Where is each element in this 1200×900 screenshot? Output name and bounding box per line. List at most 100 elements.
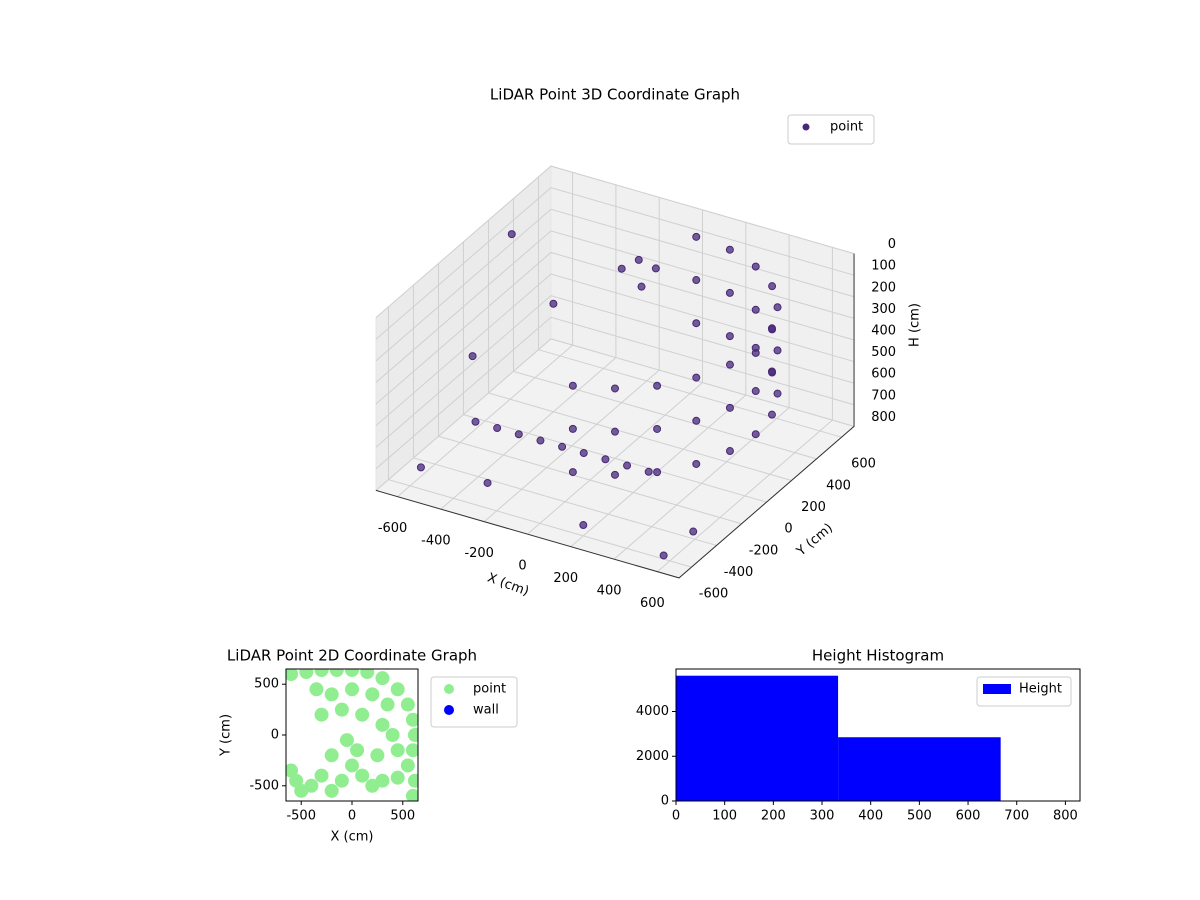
chart-title: Height Histogram	[812, 647, 944, 665]
grid-line	[375, 338, 855, 491]
grid-line	[375, 316, 855, 470]
point	[725, 288, 734, 297]
point	[768, 325, 777, 334]
point	[334, 702, 349, 717]
point	[390, 770, 405, 785]
point	[558, 442, 567, 451]
y-tick-label: 2000	[636, 749, 669, 764]
point	[324, 748, 339, 763]
x-tick-label: 500	[390, 809, 415, 824]
legend-box	[787, 114, 875, 145]
point	[579, 521, 588, 530]
point	[339, 733, 354, 748]
y-tick-label: 0	[661, 794, 669, 809]
point	[692, 459, 701, 468]
point	[329, 669, 344, 678]
bar	[838, 737, 1001, 801]
point	[314, 669, 329, 678]
plot-frame	[675, 668, 1081, 802]
point	[692, 276, 701, 285]
point	[304, 778, 319, 793]
point	[692, 232, 701, 241]
point	[400, 697, 415, 712]
point	[324, 687, 339, 702]
x-tick-label: 200	[553, 571, 578, 586]
y-tick-label: -400	[724, 565, 754, 580]
point	[405, 788, 418, 801]
x-tick-label: -400	[421, 534, 451, 549]
point	[299, 669, 314, 680]
point	[768, 282, 777, 291]
point	[507, 230, 516, 239]
point	[380, 697, 395, 712]
point	[345, 669, 359, 678]
y-tick-label: -600	[699, 587, 729, 602]
grid-line	[375, 230, 855, 383]
point	[355, 768, 370, 783]
point	[623, 461, 632, 470]
y-tick-label: -200	[749, 543, 779, 558]
point	[751, 348, 760, 357]
point	[314, 768, 329, 783]
bar	[676, 675, 839, 801]
z-tick-label: 400	[871, 323, 896, 338]
axis-line	[375, 253, 855, 579]
point	[405, 743, 418, 758]
point	[725, 245, 734, 254]
point	[568, 381, 577, 390]
legend-marker	[444, 684, 454, 694]
point	[324, 783, 339, 798]
grid-line	[375, 187, 855, 340]
z-tick-label: 500	[871, 345, 896, 360]
point	[610, 470, 619, 479]
y-tick-label: 0	[784, 522, 792, 537]
legend-marker	[444, 705, 454, 715]
chart-title: LiDAR Point 2D Coordinate Graph	[227, 647, 477, 665]
legend-marker	[802, 123, 810, 131]
point	[768, 368, 777, 377]
point	[637, 282, 646, 291]
y-tick-label: 600	[851, 457, 876, 472]
y-tick-label: 0	[271, 728, 279, 743]
z-axis-label: H (cm)	[908, 303, 923, 347]
point	[773, 346, 782, 355]
point	[568, 468, 577, 477]
legend-label: point	[473, 682, 506, 697]
chart-title: LiDAR Point 3D Coordinate Graph	[490, 86, 740, 104]
point	[692, 319, 701, 328]
point	[365, 687, 380, 702]
x-tick-label: 600	[956, 809, 981, 824]
point	[309, 682, 324, 697]
point	[345, 682, 359, 697]
point	[725, 332, 734, 341]
point	[360, 669, 375, 680]
x-tick-label: 500	[907, 809, 932, 824]
point	[767, 410, 776, 419]
point	[536, 436, 545, 445]
point	[689, 527, 698, 536]
point	[653, 424, 662, 433]
point	[468, 352, 477, 361]
z-tick-label: 100	[871, 259, 896, 274]
y-tick-label: 200	[801, 500, 826, 515]
x-tick-label: -200	[464, 546, 494, 561]
point	[314, 707, 329, 722]
z-tick-label: 700	[871, 388, 896, 403]
point	[659, 551, 668, 560]
point	[549, 299, 558, 308]
point	[471, 417, 480, 426]
point	[405, 712, 418, 727]
x-tick-label: 300	[810, 809, 835, 824]
x-tick-label: 700	[1004, 809, 1029, 824]
z-tick-label: 0	[888, 237, 896, 252]
point	[416, 463, 425, 472]
point	[493, 424, 502, 433]
z-tick-label: 200	[871, 280, 896, 295]
point	[751, 305, 760, 314]
point	[773, 303, 782, 312]
x-tick-label: 800	[1053, 809, 1078, 824]
point	[375, 671, 390, 686]
grid-line	[375, 273, 855, 426]
point	[370, 748, 385, 763]
